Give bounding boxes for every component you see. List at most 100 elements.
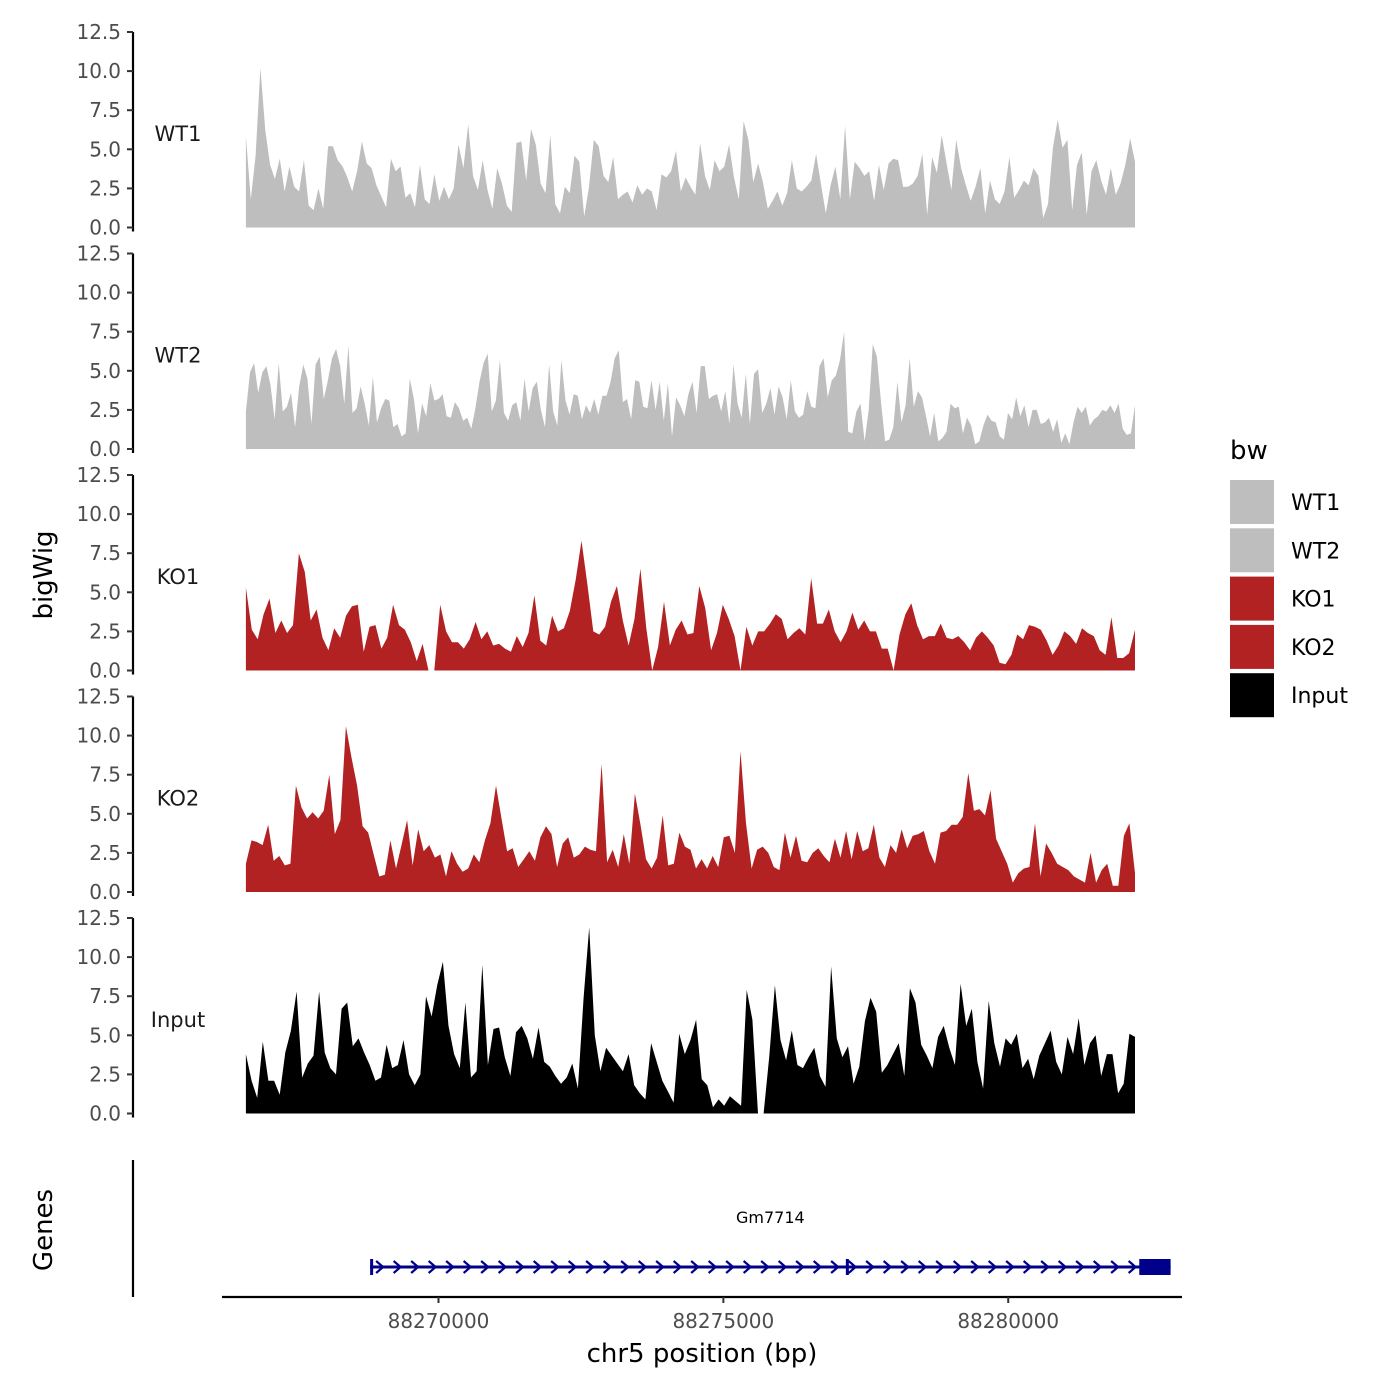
strand-arrow [935, 1260, 945, 1274]
exon [1139, 1259, 1171, 1275]
coverage-tracks: 0.0 2.5 5.0 7.5 10.0 12.5 WT1 0.0 2.5 5.0 7.5 10.0 1… [76, 20, 1135, 1126]
y-tick-label: 12.5 [76, 685, 121, 709]
legend-label: KO1 [1291, 588, 1336, 613]
strand-arrow [672, 1260, 683, 1274]
track-label: KO1 [157, 565, 200, 589]
track-wt1: 0.0 2.5 5.0 7.5 10.0 12.5 WT1 [76, 20, 1135, 240]
y-tick-label: 7.5 [89, 984, 121, 1008]
y-tick-label: 12.5 [76, 906, 121, 930]
legend-item-wt2: WT2 [1230, 528, 1340, 573]
track-label: WT2 [155, 344, 202, 368]
y-tick-label: 5.0 [89, 802, 121, 826]
legend-swatch [1230, 624, 1274, 669]
gene-track-panel: Gm7714 [131, 1160, 1171, 1297]
x-tick-label: 88280000 [957, 1309, 1059, 1333]
strand-arrow [637, 1260, 648, 1274]
y-tick-label: 7.5 [89, 763, 121, 787]
gene-name-label: Gm7714 [736, 1208, 805, 1227]
exon [845, 1259, 849, 1275]
track-label: WT1 [155, 122, 202, 146]
y-tick-label: 2.5 [89, 619, 121, 643]
area-input [245, 927, 1135, 1114]
y-tick-label: 10.0 [76, 502, 121, 526]
strand-arrow [1092, 1260, 1103, 1274]
strand-arrow [777, 1260, 788, 1274]
strand-arrow [1127, 1260, 1138, 1274]
y-tick-label: 2.5 [89, 398, 121, 422]
y-tick-label: 0.0 [89, 216, 121, 240]
track-label: KO2 [157, 787, 200, 811]
legend-swatch [1230, 480, 1274, 524]
strand-arrow [707, 1260, 718, 1274]
y-tick-label: 12.5 [76, 242, 121, 266]
y-tick-label: 10.0 [76, 281, 121, 305]
gene-track-title: Genes [29, 1189, 59, 1271]
strand-arrow [882, 1260, 893, 1274]
track-wt2: 0.0 2.5 5.0 7.5 10.0 12.5 WT2 [76, 242, 1135, 461]
strand-arrow [1022, 1260, 1033, 1274]
strand-arrow [497, 1260, 508, 1274]
strand-arrow [742, 1260, 753, 1274]
track-label: Input [151, 1008, 205, 1032]
strand-arrow [427, 1260, 438, 1274]
strand-arrow [812, 1260, 823, 1274]
strand-arrow [760, 1260, 770, 1274]
track-ko1: 0.0 2.5 5.0 7.5 10.0 12.5 KO1 [76, 463, 1135, 683]
legend-title: bw [1230, 436, 1268, 466]
strand-arrow [392, 1260, 403, 1274]
strand-arrow [917, 1260, 928, 1274]
y-tick-label: 10.0 [76, 945, 121, 969]
x-tick-label: 88270000 [388, 1309, 490, 1333]
legend-item-wt1: WT1 [1230, 480, 1340, 524]
strand-arrow [550, 1260, 560, 1274]
strand-arrow [462, 1260, 473, 1274]
strand-arrow [725, 1260, 735, 1274]
x-axis: 88270000 88275000 88280000 [222, 1295, 1182, 1333]
strand-arrow [1110, 1260, 1120, 1274]
y-axis-title: bigWig [29, 530, 59, 619]
strand-arrow [410, 1260, 420, 1274]
strand-arrow [970, 1260, 980, 1274]
y-tick-label: 10.0 [76, 724, 121, 748]
legend-swatch [1230, 673, 1274, 718]
legend-item-input: Input [1230, 673, 1348, 718]
legend-item-ko1: KO1 [1230, 576, 1336, 621]
strand-arrow [602, 1260, 613, 1274]
strand-arrow [952, 1260, 963, 1274]
y-tick-label: 0.0 [89, 880, 121, 904]
y-tick-label: 2.5 [89, 841, 121, 865]
legend-swatch [1230, 528, 1274, 573]
strand-arrow [987, 1260, 998, 1274]
y-tick-label: 0.0 [89, 437, 121, 461]
strand-arrow [620, 1260, 630, 1274]
exon [370, 1259, 374, 1275]
y-tick-label: 5.0 [89, 1023, 121, 1047]
y-tick-label: 2.5 [89, 1062, 121, 1086]
y-tick-label: 0.0 [89, 659, 121, 683]
strand-arrow [847, 1260, 858, 1274]
y-tick-label: 7.5 [89, 541, 121, 565]
y-tick-label: 12.5 [76, 463, 121, 487]
legend-label: WT1 [1291, 491, 1340, 516]
legend-swatch [1230, 576, 1274, 621]
strand-arrow [445, 1260, 455, 1274]
legend: WT1 WT2 KO1 KO2 Input [1230, 480, 1348, 718]
x-tick-label: 88275000 [672, 1309, 774, 1333]
legend-label: WT2 [1291, 539, 1340, 564]
strand-arrow [830, 1260, 840, 1274]
strand-arrow [1057, 1260, 1068, 1274]
y-tick-label: 7.5 [89, 98, 121, 122]
y-tick-label: 7.5 [89, 320, 121, 344]
strand-arrow [480, 1260, 490, 1274]
strand-arrow [865, 1260, 875, 1274]
y-tick-label: 5.0 [89, 580, 121, 604]
strand-arrow [690, 1260, 700, 1274]
strand-arrow [795, 1260, 805, 1274]
strand-arrow [375, 1260, 385, 1274]
y-tick-label: 2.5 [89, 176, 121, 200]
strand-arrow [1040, 1260, 1050, 1274]
area-ko2 [245, 726, 1135, 892]
legend-label: KO2 [1291, 636, 1336, 661]
area-wt2 [245, 331, 1135, 449]
strand-arrow [532, 1260, 543, 1274]
